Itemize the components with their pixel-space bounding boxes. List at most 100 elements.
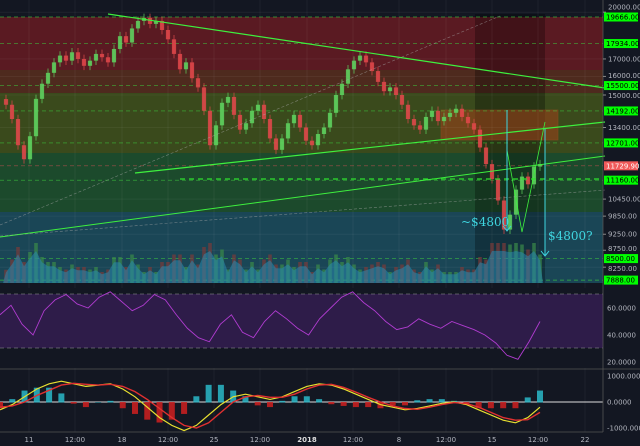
level-tag-label: 11729.90 (606, 162, 639, 170)
candle-body (195, 78, 201, 88)
candle-body (45, 72, 51, 84)
candle-body (393, 87, 399, 96)
macd-hist-bar (95, 402, 102, 403)
level-tag-label: 14192.00 (606, 107, 639, 115)
price-tick-label: 8750.00 (608, 245, 637, 253)
level-tag (604, 12, 638, 22)
candle-body (255, 104, 261, 111)
level-tag (604, 81, 638, 91)
candle-body (93, 53, 99, 61)
candle-body (111, 48, 117, 63)
price-tick-label: 20000.00 (608, 4, 640, 12)
candle-body (513, 189, 519, 215)
candle-body (381, 81, 387, 92)
macd-hist-bar (193, 396, 200, 403)
candle-body (297, 114, 303, 128)
macd-hist-bar (82, 402, 89, 408)
candle-body (159, 20, 165, 30)
macd-hist-bar (279, 400, 286, 403)
macd-tick-label: 1000.0000 (607, 373, 640, 381)
candle-body (411, 119, 417, 126)
candle-body (465, 116, 471, 124)
volume (3, 243, 543, 283)
macd-hist-bar (426, 399, 433, 403)
candle-body (213, 125, 219, 146)
time-tick-label: 12:00 (528, 436, 548, 444)
candles (3, 13, 543, 234)
candle-body (405, 104, 411, 120)
macd-hist-bar (537, 390, 543, 403)
macd-axis: 1000.0000 0.0000 -1000.0000 (607, 373, 640, 433)
price-tick-label: 9250.00 (608, 231, 637, 239)
candle-body (147, 17, 153, 24)
candle-body (237, 114, 243, 130)
candle-body (471, 123, 477, 130)
arrow-1-head (502, 225, 512, 232)
level-tag (604, 275, 638, 285)
price-zones (0, 14, 603, 283)
price-tick-label: 17000.00 (608, 55, 640, 63)
level-tag (604, 39, 638, 49)
macd-hist-bar (254, 402, 261, 406)
candle-body (519, 176, 525, 190)
candle-body (183, 62, 189, 70)
price-axis[interactable]: 20000.00 17000.00 16000.00 15000.00 13400.00… (603, 4, 640, 274)
candle-body (495, 179, 501, 201)
rsi-band (0, 294, 603, 348)
level-tag-label: 15500.00 (606, 82, 639, 90)
candle-body (129, 28, 135, 43)
macd-hist-bar (144, 402, 151, 420)
level-tag (604, 161, 638, 171)
candle-body (135, 20, 141, 29)
trendline-middle[interactable] (134, 121, 606, 174)
candle-body (279, 138, 285, 150)
candle-body (345, 69, 351, 84)
macd-hist-bar (119, 402, 126, 409)
macd-hist-bar (365, 402, 372, 408)
candle-body (399, 95, 405, 105)
annotation-4800: ~$4800 (461, 215, 509, 229)
candle-body (351, 60, 357, 70)
level-tag (604, 254, 638, 264)
candle-body (453, 108, 459, 113)
time-tick-label: 11 (25, 436, 34, 444)
candle-body (33, 98, 39, 137)
macd-hist-bar (487, 402, 494, 409)
candle-body (153, 20, 159, 24)
macd-hist-bar (438, 399, 445, 403)
volume-ma-area (3, 251, 543, 283)
candle-body (387, 87, 393, 92)
time-tick-label: 22 (581, 436, 590, 444)
macd-hist-bar (156, 402, 163, 423)
candle-body (285, 123, 291, 139)
trendline-upper[interactable] (107, 13, 606, 89)
time-axis[interactable]: 11 12:00 18 12:00 25 12:00 2018 12:00 8 12:00 15 12… (25, 436, 590, 444)
level-tags: 19666.00 17934.00 15500.00 14192.00 12701.00… (604, 12, 639, 285)
candle-body (99, 53, 105, 58)
annotation-4800-question: $4800? (548, 229, 593, 243)
candle-body (435, 110, 441, 122)
macd-hist-bar (46, 387, 53, 403)
level-tag (604, 175, 638, 185)
rsi-tick-label: 60.0000 (607, 305, 636, 313)
level-tag-label: 11160.00 (606, 177, 639, 185)
candle-body (357, 55, 363, 61)
trendline-lower[interactable] (0, 155, 606, 238)
candle-body (207, 110, 213, 146)
triangle-pattern (506, 121, 546, 233)
macd-hist-bar (181, 402, 188, 414)
macd-hist-bar (389, 402, 396, 406)
rsi-tick-label: 40.0000 (607, 332, 636, 340)
candle-body (423, 116, 429, 130)
candle-body (57, 55, 63, 63)
price-tick-label: 15000.00 (608, 92, 640, 100)
time-tick-label: 15 (488, 436, 497, 444)
candle-body (117, 36, 123, 49)
candle-body (369, 62, 375, 72)
macd-hist-bar (500, 402, 507, 409)
candle-body (261, 104, 267, 120)
macd-hist-bar (475, 402, 482, 409)
level-tag (604, 106, 638, 116)
candle-body (27, 136, 33, 160)
